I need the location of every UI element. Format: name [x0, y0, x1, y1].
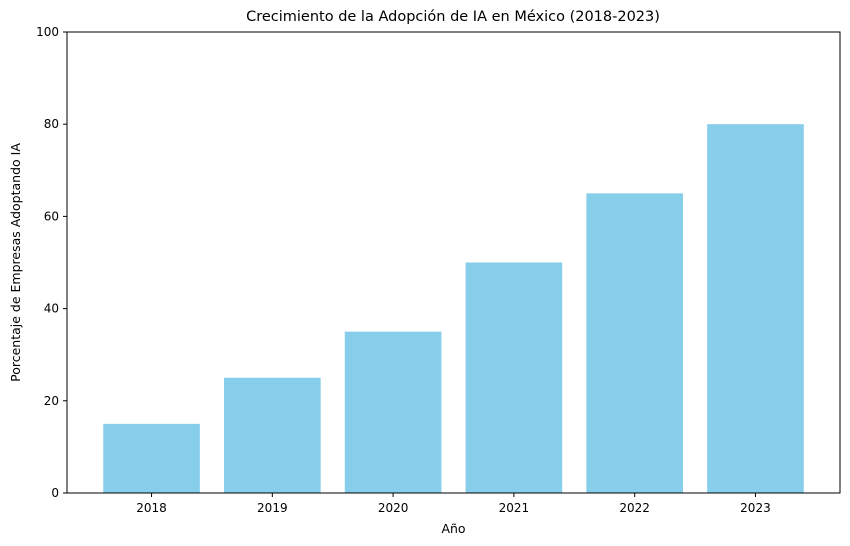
chart-title: Crecimiento de la Adopción de IA en Méxi… — [246, 9, 660, 25]
plot-area-frame — [66, 31, 841, 494]
bar-2021 — [465, 262, 563, 493]
bar-2022 — [586, 193, 683, 493]
bar-2023 — [707, 124, 804, 493]
bars-group — [103, 124, 804, 493]
x-tick-label: 2020 — [378, 501, 409, 515]
y-tick-label: 100 — [36, 25, 59, 39]
y-tick-label: 60 — [44, 209, 59, 223]
x-tick-label: 2019 — [257, 501, 288, 515]
y-axis-label: Porcentaje de Empresas Adoptando IA — [8, 143, 23, 382]
y-tick-label: 0 — [51, 486, 59, 500]
bar-2020 — [344, 331, 442, 493]
y-axis-ticks: 0 20 40 60 80 100 — [36, 25, 67, 500]
x-tick-label: 2021 — [499, 501, 530, 515]
x-tick-label: 2018 — [136, 501, 167, 515]
y-tick-label: 80 — [44, 117, 59, 131]
x-tick-label: 2023 — [740, 501, 771, 515]
bar-2019 — [224, 377, 321, 493]
y-tick-label: 20 — [44, 394, 59, 408]
x-axis-label: Año — [441, 521, 465, 536]
x-tick-label: 2022 — [619, 501, 650, 515]
x-axis-ticks: 2018 2019 2020 2021 2022 2023 — [136, 493, 771, 515]
bar-2018 — [103, 423, 200, 493]
y-tick-label: 40 — [44, 302, 59, 316]
